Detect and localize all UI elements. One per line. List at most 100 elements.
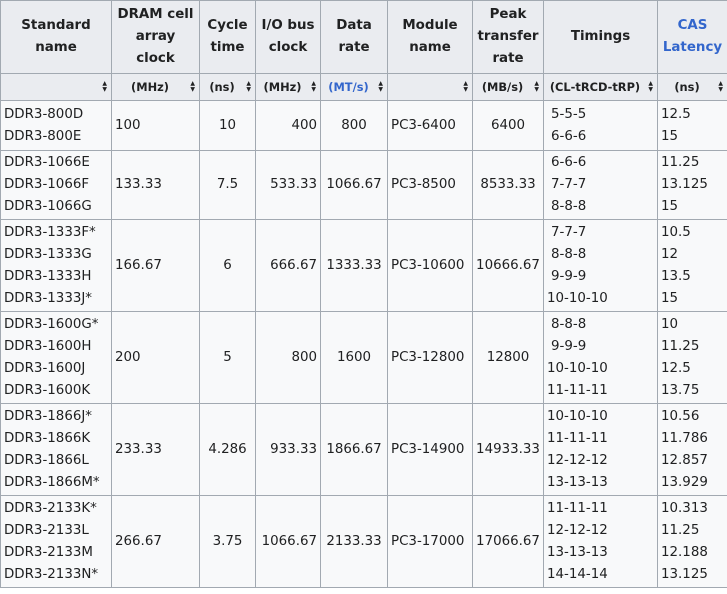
cell-line: DDR3-1333H: [4, 268, 92, 284]
cell-data-rate: 800: [320, 100, 388, 151]
table-row: DDR3-1866J* DDR3-1866K DDR3-1866L DDR3-1866…: [0, 403, 727, 496]
sort-cas-latency[interactable]: (ns) ▲ ▼: [657, 73, 727, 101]
table-row: DDR3-2133K* DDR3-2133L DDR3-2133M DDR3-2133…: [0, 495, 727, 588]
cell-line: 8-8-8: [551, 246, 587, 262]
cell-line: 10.56: [661, 408, 700, 424]
cell-line: DDR3-2133M: [4, 544, 93, 560]
sort-arrows-icon[interactable]: ▲ ▼: [648, 80, 653, 93]
sort-arrows-icon[interactable]: ▲ ▼: [534, 80, 539, 93]
unit-label: (MHz): [131, 80, 169, 94]
cell-module-name: PC3-12800: [387, 311, 473, 404]
cell-line: 6-6-6: [551, 155, 587, 170]
sort-arrows-icon[interactable]: ▲ ▼: [102, 80, 107, 93]
cell-line: 8-8-8: [551, 316, 587, 332]
cell-cycle-time: 3.75: [199, 495, 256, 588]
cell-io-clock: 800: [255, 311, 321, 404]
cell-line: 11.25: [661, 155, 700, 170]
cell-line: 11-11-11: [547, 382, 608, 398]
cell-io-clock: 400: [255, 100, 321, 151]
cell-module-name: PC3-14900: [387, 403, 473, 496]
cell-standard-name: DDR3-800D DDR3-800E: [0, 100, 112, 151]
cell-line: 10: [661, 316, 679, 332]
sort-peak-transfer-rate[interactable]: (MB/s) ▲ ▼: [472, 73, 544, 101]
cell-line: 10-10-10: [547, 360, 608, 376]
cell-timings: 6-6-6 7-7-7 8-8-8: [543, 150, 658, 220]
cell-line: 13.5: [661, 268, 691, 284]
header-dram-cell-array-clock: DRAM cell array clock: [111, 0, 200, 74]
sort-io-bus-clock[interactable]: (MHz) ▲ ▼: [255, 73, 321, 101]
cell-line: DDR3-1066E: [4, 155, 90, 170]
sort-arrows-icon[interactable]: ▲ ▼: [378, 80, 383, 93]
cell-line: 12.5: [661, 360, 691, 376]
cell-line: DDR3-1866J*: [4, 408, 93, 424]
cell-cas-latency: 10 11.25 12.5 13.75: [657, 311, 727, 404]
cell-cas-latency: 10.5 12 13.5 15: [657, 219, 727, 312]
sort-timings[interactable]: (CL-tRCD-tRP) ▲ ▼: [543, 73, 658, 101]
sort-dram-cell-array-clock[interactable]: (MHz) ▲ ▼: [111, 73, 200, 101]
cell-standard-name: DDR3-1333F* DDR3-1333G DDR3-1333H DDR3-1333…: [0, 219, 112, 312]
table-row: DDR3-1333F* DDR3-1333G DDR3-1333H DDR3-1333…: [0, 219, 727, 312]
cell-cycle-time: 6: [199, 219, 256, 312]
cell-line: 12-12-12: [547, 452, 608, 468]
cell-peak-transfer: 12800: [472, 311, 544, 404]
cell-line: DDR3-1600H: [4, 338, 92, 354]
unit-label: (ns): [674, 80, 700, 94]
cell-line: 15: [661, 199, 679, 214]
cell-line: 7-7-7: [551, 177, 587, 192]
header-data-rate: Data rate: [320, 0, 388, 74]
table-row: DDR3-1600G* DDR3-1600H DDR3-1600J DDR3-1600…: [0, 311, 727, 404]
cell-line: DDR3-1600G*: [4, 316, 99, 332]
unit-label[interactable]: (MT/s): [328, 80, 369, 94]
cell-timings: 8-8-8 9-9-9 10-10-10 11-11-11: [543, 311, 658, 404]
cell-line: DDR3-2133K*: [4, 500, 97, 516]
cell-line: 13.929: [661, 474, 708, 490]
sort-arrows-icon[interactable]: ▲ ▼: [190, 80, 195, 93]
cell-module-name: PC3-6400: [387, 100, 473, 151]
units-row: ▲ ▼ (MHz) ▲ ▼ (ns) ▲ ▼ (MHz) ▲ ▼ (MT/s) ▲ ▼ ▲ ▼ (MB/s) ▲ ▼…: [0, 73, 727, 101]
cell-line: 10-10-10: [547, 408, 608, 424]
cell-line: DDR3-1333F*: [4, 224, 96, 240]
cell-dram-clock: 166.67: [111, 219, 200, 312]
unit-label: (ns): [209, 80, 235, 94]
sort-standard-name[interactable]: ▲ ▼: [0, 73, 112, 101]
cell-timings: 10-10-10 11-11-11 12-12-12 13-13-13: [543, 403, 658, 496]
cell-cycle-time: 10: [199, 100, 256, 151]
sort-module-name[interactable]: ▲ ▼: [387, 73, 473, 101]
cell-line: DDR3-2133N*: [4, 566, 99, 582]
cell-line: 12.857: [661, 452, 708, 468]
cell-line: DDR3-800D: [4, 106, 84, 122]
cell-cas-latency: 10.56 11.786 12.857 13.929: [657, 403, 727, 496]
cell-timings: 11-11-11 12-12-12 13-13-13 14-14-14: [543, 495, 658, 588]
cell-dram-clock: 133.33: [111, 150, 200, 220]
cell-line: 10.313: [661, 500, 708, 516]
sort-data-rate[interactable]: (MT/s) ▲ ▼: [320, 73, 388, 101]
cell-line: 13-13-13: [547, 474, 608, 490]
cell-line: DDR3-1066F: [4, 177, 90, 192]
cell-dram-clock: 100: [111, 100, 200, 151]
cell-line: 8-8-8: [551, 199, 587, 214]
cell-line: 13.75: [661, 382, 700, 398]
header-cas-latency[interactable]: CAS Latency: [657, 0, 727, 74]
cell-line: 12-12-12: [547, 522, 608, 538]
cell-line: 11-11-11: [547, 430, 608, 446]
sort-arrows-icon[interactable]: ▲ ▼: [246, 80, 251, 93]
sort-arrows-icon[interactable]: ▲ ▼: [463, 80, 468, 93]
cell-line: 11-11-11: [547, 500, 608, 516]
cell-line: 10.5: [661, 224, 691, 240]
header-cycle-time: Cycle time: [199, 0, 256, 74]
header-io-bus-clock: I/O bus clock: [255, 0, 321, 74]
sort-arrows-icon[interactable]: ▲ ▼: [311, 80, 316, 93]
cell-line: DDR3-1866M*: [4, 474, 100, 490]
cell-line: 15: [661, 128, 679, 144]
sort-arrows-icon[interactable]: ▲ ▼: [718, 80, 723, 93]
cell-peak-transfer: 10666.67: [472, 219, 544, 312]
cell-data-rate: 2133.33: [320, 495, 388, 588]
cell-line: 13.125: [661, 566, 708, 582]
sort-cycle-time[interactable]: (ns) ▲ ▼: [199, 73, 256, 101]
cell-io-clock: 933.33: [255, 403, 321, 496]
cell-module-name: PC3-10600: [387, 219, 473, 312]
cell-line: 12: [661, 246, 679, 262]
header-peak-transfer-rate: Peak transfer rate: [472, 0, 544, 74]
cell-data-rate: 1600: [320, 311, 388, 404]
